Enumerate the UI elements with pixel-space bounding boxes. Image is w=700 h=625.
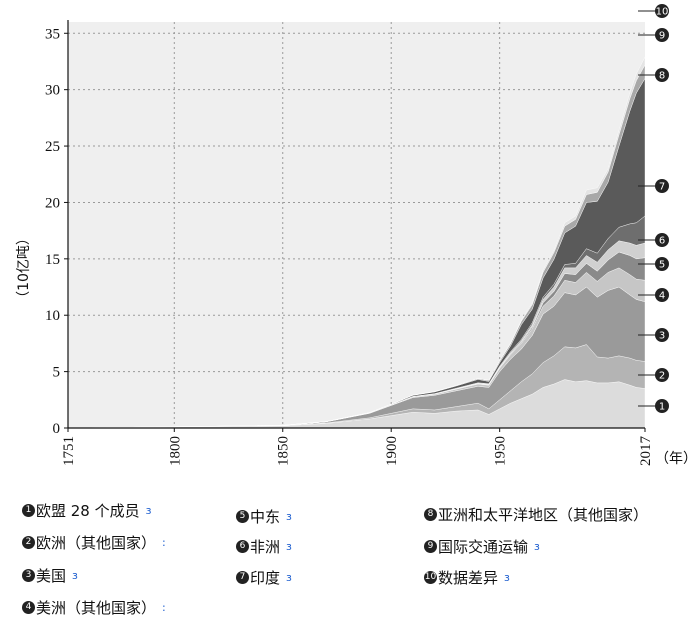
end-marker-badge (655, 257, 669, 271)
y-tick-label: 20 (45, 195, 60, 211)
axes (67, 20, 645, 429)
series-mark-icon: ɜ (534, 540, 540, 553)
y-tick-label: 10 (45, 308, 60, 324)
series-end-markers: 10 9 8 7 6 5 4 3 2 1 (638, 4, 669, 413)
legend-label: 亚洲和太平洋地区（其他国家） (438, 506, 649, 524)
legend-number-badge: 3 (22, 569, 35, 582)
end-marker-badge (655, 4, 669, 18)
legend-label: 欧盟 28 个成员 (36, 502, 140, 520)
end-marker-label: 6 (659, 236, 665, 247)
y-tick-label: 0 (53, 421, 61, 437)
legend-item: 8 亚洲和太平洋地区（其他国家） (424, 504, 648, 525)
legend-item: 3 美国 ɜ (22, 565, 78, 586)
legend-item: 7 印度 ɜ (236, 567, 292, 588)
y-axis-unit-label: （10亿吨） (16, 231, 32, 305)
end-marker-label: 7 (659, 182, 665, 193)
end-marker-label: 8 (659, 71, 665, 82)
y-tick-label: 15 (45, 252, 60, 268)
legend-item: 5 中东 ɜ (236, 506, 292, 527)
end-marker-label: 10 (656, 7, 669, 18)
legend-number-badge: 7 (236, 571, 249, 584)
series-mark-icon: : (162, 536, 166, 549)
legend: 1 欧盟 28 个成员 ɜ 2 欧洲（其他国家） : 3 美国 ɜ 4 美洲（其… (0, 496, 700, 621)
series-mark-icon: ɜ (286, 571, 292, 584)
y-tick-label: 35 (45, 26, 60, 42)
legend-number-badge: 6 (236, 540, 249, 553)
end-marker-badge (655, 399, 669, 413)
legend-item: 1 欧盟 28 个成员 ɜ (22, 500, 151, 521)
legend-number-badge: 9 (424, 540, 437, 553)
legend-label: 非洲 (250, 538, 281, 556)
series-mark-icon: ɜ (504, 571, 510, 584)
legend-item: 10 数据差异 ɜ (424, 567, 510, 588)
legend-label: 欧洲（其他国家） (36, 534, 157, 552)
legend-item: 2 欧洲（其他国家） : (22, 532, 166, 553)
legend-label: 数据差异 (438, 569, 499, 587)
x-tick-label: 2017 (638, 436, 654, 467)
legend-number-badge: 2 (22, 536, 35, 549)
legend-number-badge: 8 (424, 508, 437, 521)
x-tick-label: 1850 (276, 436, 292, 466)
end-marker-badge (655, 68, 669, 82)
x-tick-labels: 1751 1800 1850 1900 1950 2017 (61, 428, 654, 466)
end-marker-badge (655, 179, 669, 193)
legend-item: 4 美洲（其他国家） : (22, 597, 166, 618)
legend-number-badge: 1 (22, 504, 35, 517)
series-mark-icon: ɜ (286, 510, 292, 523)
x-tick-label: 1950 (493, 436, 509, 466)
y-tick-label: 25 (45, 139, 60, 155)
series-mark-icon: ɜ (72, 569, 78, 582)
y-tick-labels: 0 5 10 15 20 25 30 35 (45, 26, 68, 437)
end-marker-badge (655, 328, 669, 342)
end-marker-label: 9 (659, 31, 665, 42)
end-marker-label: 2 (659, 371, 665, 382)
legend-number-badge: 4 (22, 601, 35, 614)
legend-number-badge: 5 (236, 510, 249, 523)
end-marker-label: 5 (659, 260, 665, 271)
end-marker-badge (655, 233, 669, 247)
end-marker-label: 4 (659, 291, 665, 302)
end-marker-badge (655, 288, 669, 302)
end-marker-label: 1 (659, 402, 665, 413)
x-tick-label: 1751 (61, 436, 77, 466)
x-tick-label: 1900 (384, 436, 400, 466)
series-mark-icon: ɜ (145, 504, 152, 517)
legend-label: 美洲（其他国家） (36, 599, 157, 617)
legend-number-badge: 10 (424, 571, 437, 584)
series-mark-icon: ɜ (286, 540, 292, 553)
end-marker-badge (655, 28, 669, 42)
y-tick-label: 5 (53, 365, 61, 381)
end-marker-label: 3 (659, 331, 665, 342)
x-axis-unit-label: （年） (655, 451, 697, 467)
x-tick-label: 1800 (167, 436, 183, 466)
series-mark-icon: : (162, 601, 166, 614)
stacked-areas (67, 56, 646, 429)
legend-label: 中东 (250, 508, 281, 526)
end-marker-badge (655, 368, 669, 382)
legend-label: 美国 (36, 567, 67, 585)
y-tick-label: 30 (45, 83, 60, 99)
area-series-10 (67, 56, 646, 429)
legend-item: 9 国际交通运输 ɜ (424, 536, 540, 557)
legend-label: 印度 (250, 569, 281, 587)
legend-label: 国际交通运输 (438, 538, 529, 556)
legend-item: 6 非洲 ɜ (236, 536, 292, 557)
